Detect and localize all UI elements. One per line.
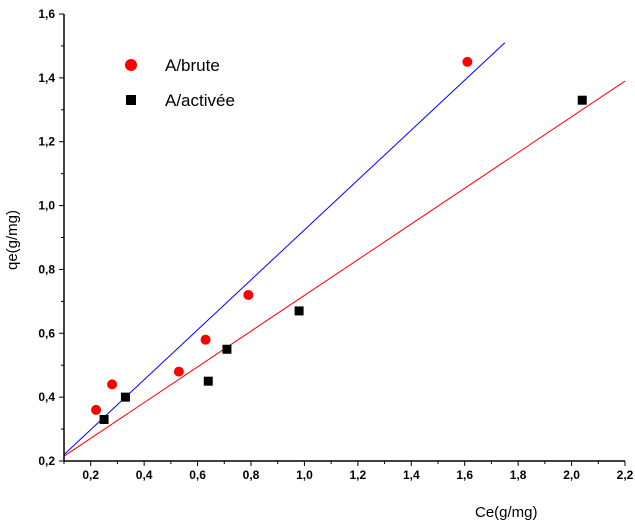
- fit-line-series-1: [63, 42, 506, 455]
- y-tick-label: 1,0: [38, 199, 55, 213]
- x-tick-label: 2,2: [617, 468, 634, 482]
- x-tick-label: 2,0: [563, 468, 580, 482]
- x-tick-label: 1,8: [510, 468, 527, 482]
- point-series-2: [203, 376, 213, 386]
- data-points: [91, 56, 587, 424]
- axes: [63, 14, 625, 462]
- x-tick-label: 0,6: [189, 468, 206, 482]
- legend-marker-a-brute: [125, 59, 137, 71]
- x-tick-label: 1,0: [296, 468, 313, 482]
- point-series-1: [173, 366, 184, 377]
- x-axis-ticks: 0,2 0,4 0,6 0,8 1,0 1,2 1,4 1,6 1,8 2,0 2,2: [63, 461, 634, 482]
- point-series-1: [243, 289, 254, 300]
- y-tick-label: 1,4: [38, 71, 55, 85]
- x-tick-label: 1,2: [350, 468, 367, 482]
- x-tick-label: 0,4: [136, 468, 153, 482]
- x-tick-label: 0,2: [82, 468, 99, 482]
- y-axis-ticks: 0,2 0,4 0,6 0,8 1,0 1,2 1,4 1,6: [38, 7, 64, 468]
- fit-line-series-2: [63, 80, 626, 457]
- y-tick-label: 1,6: [38, 7, 55, 21]
- x-tick-label: 1,6: [456, 468, 473, 482]
- point-series-2: [99, 414, 109, 424]
- y-tick-label: 0,2: [38, 454, 55, 468]
- y-tick-label: 0,6: [38, 326, 55, 340]
- point-series-1: [107, 379, 118, 390]
- y-tick-label: 0,4: [38, 390, 55, 404]
- fit-lines: [63, 42, 626, 457]
- x-tick-label: 1,4: [403, 468, 420, 482]
- point-series-2: [294, 306, 304, 316]
- point-series-2: [222, 344, 232, 354]
- point-series-1: [200, 334, 211, 345]
- y-tick-label: 0,8: [38, 262, 55, 276]
- legend-label-a-activee: A/activée: [165, 91, 235, 110]
- y-tick-label: 1,2: [38, 135, 55, 149]
- point-series-1: [91, 404, 102, 415]
- x-axis-title: Ce(g/mg): [475, 504, 538, 521]
- point-series-2: [120, 392, 130, 402]
- x-tick-label: 0,8: [243, 468, 260, 482]
- legend-marker-a-activee: [126, 95, 136, 105]
- y-axis-title: qe(g/mg): [4, 210, 21, 270]
- point-series-1: [462, 56, 473, 67]
- legend-label-a-brute: A/brute: [165, 56, 220, 75]
- legend: A/brute A/activée: [125, 56, 235, 110]
- point-series-2: [577, 95, 587, 105]
